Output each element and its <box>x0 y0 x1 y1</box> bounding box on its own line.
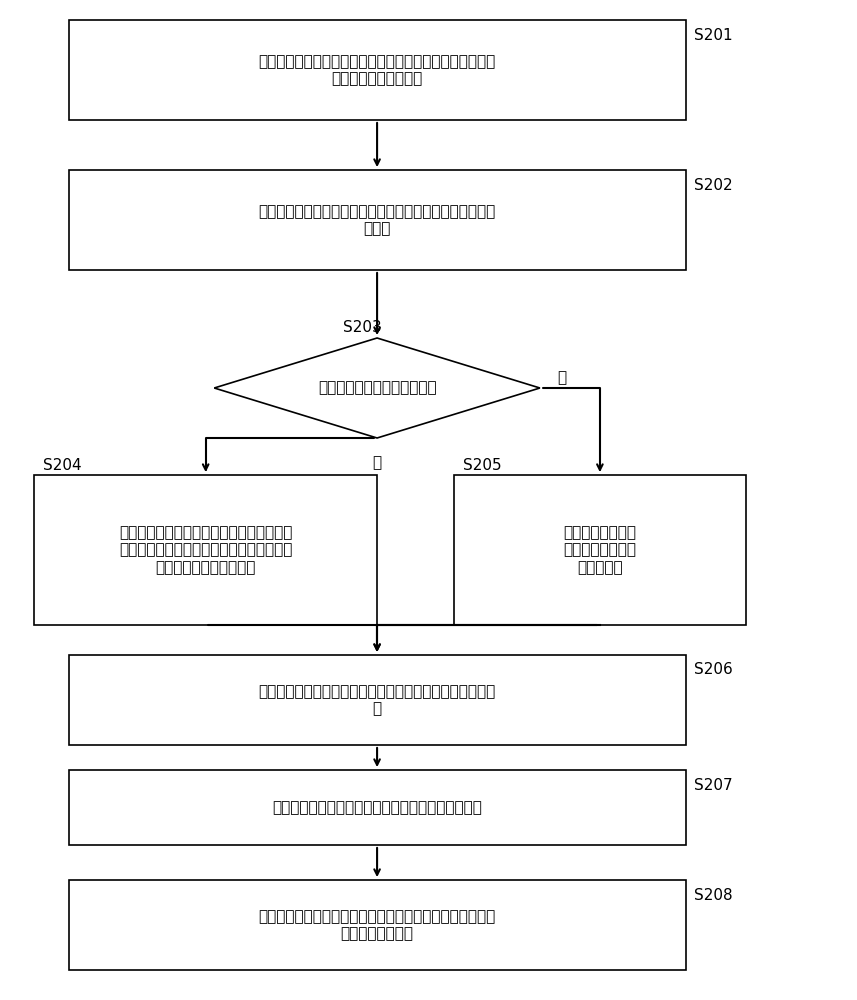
Text: 根据所述获取指令的指示将所述冻结后的历史应用运行数据
发送给对应的终端: 根据所述获取指令的指示将所述冻结后的历史应用运行数据 发送给对应的终端 <box>259 909 495 941</box>
FancyBboxPatch shape <box>69 880 686 970</box>
FancyBboxPatch shape <box>69 770 686 845</box>
Text: S205: S205 <box>463 458 501 473</box>
Text: 是: 是 <box>373 456 381 471</box>
Text: S208: S208 <box>694 888 733 902</box>
Text: 检测是否接收到加密冻结指令: 检测是否接收到加密冻结指令 <box>318 380 436 395</box>
Text: S206: S206 <box>694 663 733 678</box>
FancyBboxPatch shape <box>454 475 746 625</box>
Text: S207: S207 <box>694 778 733 792</box>
Text: 接收针对所述冻结后的历史应用运行数据的获取指令: 接收针对所述冻结后的历史应用运行数据的获取指令 <box>273 800 482 815</box>
Text: S201: S201 <box>694 27 733 42</box>
Text: S202: S202 <box>694 178 733 192</box>
Text: S204: S204 <box>43 458 81 473</box>
FancyBboxPatch shape <box>69 170 686 270</box>
Text: 根据所述目标应用，查找与所述目标应用对应的历史应用运
行数据: 根据所述目标应用，查找与所述目标应用对应的历史应用运 行数据 <box>259 204 495 236</box>
Text: 当检测到终端开启预设的应用冻结模式时，获取需要进行冻
结的至少一个目标应用: 当检测到终端开启预设的应用冻结模式时，获取需要进行冻 结的至少一个目标应用 <box>259 54 495 86</box>
FancyBboxPatch shape <box>34 475 377 625</box>
Polygon shape <box>214 338 540 438</box>
Text: 否: 否 <box>557 370 566 385</box>
Text: 根据获取的加密密码将查找到的所述历史应
用运行数据进行加密，并将所述加密后的历
史应用运行数据进行冻结: 根据获取的加密密码将查找到的所述历史应 用运行数据进行加密，并将所述加密后的历 … <box>119 525 292 575</box>
FancyBboxPatch shape <box>69 20 686 120</box>
Text: 直接将查找到的所
述历史应用运行数
据进行冻结: 直接将查找到的所 述历史应用运行数 据进行冻结 <box>563 525 637 575</box>
Text: S203: S203 <box>343 320 381 336</box>
Text: 将所述冻结后的历史应用运行数据存储至预设的冻结数据库
中: 将所述冻结后的历史应用运行数据存储至预设的冻结数据库 中 <box>259 684 495 716</box>
FancyBboxPatch shape <box>69 655 686 745</box>
